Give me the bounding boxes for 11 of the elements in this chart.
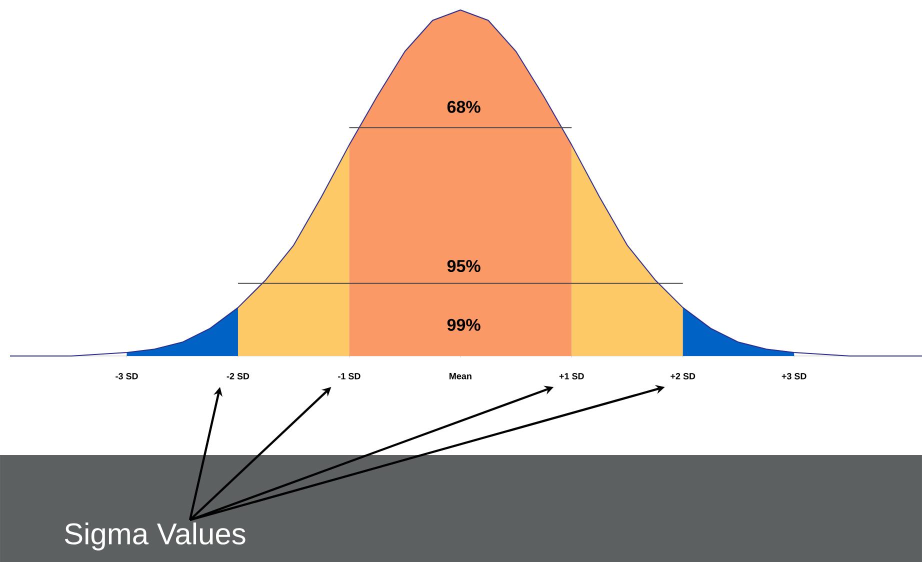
annotation: 68% (447, 100, 480, 113)
x-tick-label: +1 SD (559, 373, 584, 380)
x-tick-label: +2 SD (670, 373, 696, 380)
x-tick-label: Mean (450, 373, 472, 380)
x-tick-label: -2 SD (226, 373, 250, 380)
x-tick-label: -1 SD (338, 373, 360, 380)
annotation: 95% (447, 260, 480, 272)
x-tick-label: -3 SD (116, 373, 138, 380)
annotation: 99% (447, 318, 480, 331)
x-tick-label: +3 SD (782, 373, 806, 380)
text: Sigma Values (64, 522, 246, 550)
